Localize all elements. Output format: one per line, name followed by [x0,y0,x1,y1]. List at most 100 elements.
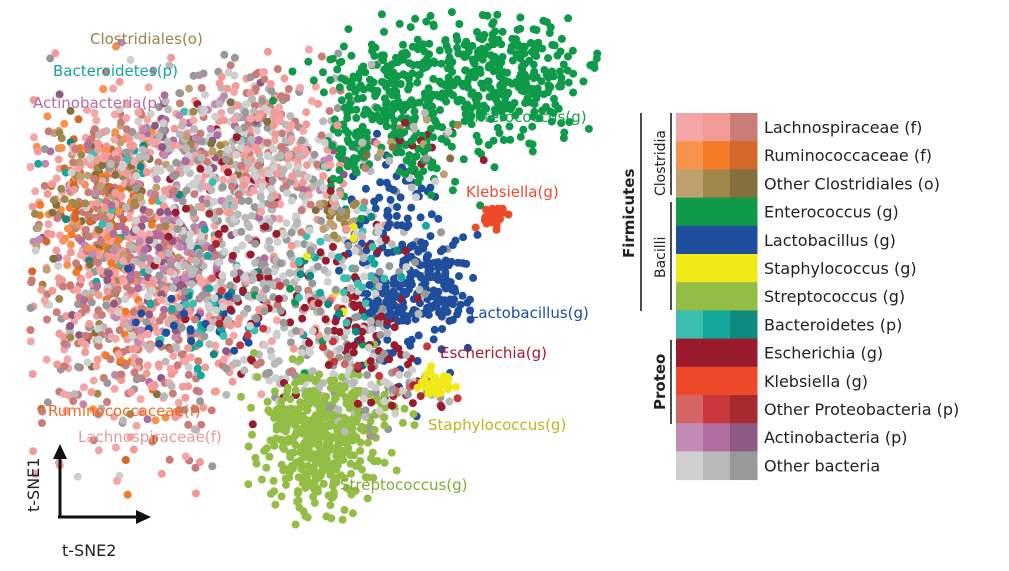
legend-swatch [730,225,758,255]
scatter-point [221,201,230,210]
scatter-point [66,248,75,257]
legend-swatch [730,169,758,199]
legend-swatch [676,338,704,368]
scatter-point [263,151,272,160]
scatter-point [92,362,101,371]
scatter-point [38,407,47,416]
scatter-point [144,208,153,217]
scatter-point [141,153,150,162]
scatter-point [331,394,340,403]
scatter-point [103,398,111,406]
scatter-point [79,400,88,409]
scatter-point [338,515,347,524]
scatter-point [215,79,224,88]
scatter-point [137,332,146,341]
scatter-point [35,235,44,244]
scatter-point [197,203,206,212]
scatter-point [196,129,205,138]
scatter-point [222,347,231,356]
scatter-point [125,214,134,222]
scatter-point [388,143,397,152]
scatter-point [102,67,110,76]
legend-swatch [730,310,758,340]
scatter-point [136,162,145,171]
scatter-point [192,257,201,266]
scatter-point [103,287,112,296]
scatter-point [473,230,482,239]
scatter-point [265,236,274,245]
legend-swatch [730,338,758,368]
scatter-point [201,363,210,372]
scatter-point [219,302,227,311]
scatter-point [417,238,426,247]
scatter-point [429,74,438,83]
scatter-point [195,339,204,348]
scatter-point [210,214,219,223]
scatter-point [116,356,125,365]
scatter-point [176,242,185,251]
scatter-point [434,258,443,267]
scatter-point [160,151,169,160]
legend-label: Other Clostridiales (o) [764,174,940,193]
scatter-point [304,45,313,54]
scatter-point [237,161,246,170]
scatter-point [381,403,390,412]
scatter-point [331,464,340,473]
scatter-point [154,158,163,167]
scatter-point [444,375,453,384]
scatter-point [95,251,104,259]
scatter-point [309,76,318,85]
scatter-point [462,52,471,60]
scatter-point [77,150,86,159]
scatter-point [242,145,251,154]
scatter-point [362,151,371,159]
scatter-point [207,139,216,148]
scatter-point [496,81,505,89]
scatter-point [164,232,173,241]
scatter-point [26,163,35,171]
scatter-point [356,446,365,455]
scatter-point [452,32,461,41]
scatter-point [527,84,536,93]
scatter-point [367,364,376,373]
scatter-point [63,254,71,263]
group-label-bacilli: Bacilli [653,237,669,278]
scatter-point [544,81,553,90]
scatter-point [319,172,328,180]
scatter-point [287,196,296,205]
scatter-point [347,105,356,114]
scatter-point [428,102,437,111]
scatter-point [266,80,275,88]
scatter-point [261,222,270,231]
scatter-point [284,85,293,93]
scatter-point [175,303,184,312]
scatter-point [180,274,189,283]
scatter-point [326,350,335,359]
scatter-point [264,273,273,282]
scatter-point [89,436,98,445]
scatter-point [276,151,285,160]
scatter-point [166,345,175,354]
scatter-point [348,509,357,518]
scatter-point [270,487,279,496]
scatter-point [71,145,80,153]
legend-swatch [676,366,704,396]
scatter-point [413,35,422,44]
scatter-point [110,135,119,144]
scatter-point [54,262,63,270]
scatter-point [163,138,172,146]
scatter-point [387,106,396,115]
scatter-point [337,207,346,216]
scatter-point [429,335,438,344]
scatter-point [288,172,297,181]
scatter-point [47,230,56,239]
scatter-point [494,65,503,74]
scatter-point [214,258,223,267]
scatter-point [137,229,146,238]
scatter-point [76,172,85,181]
scatter-point [451,177,460,186]
scatter-point [349,223,358,231]
scatter-point [271,130,280,139]
scatter-point [321,256,330,265]
scatter-point [139,215,148,224]
